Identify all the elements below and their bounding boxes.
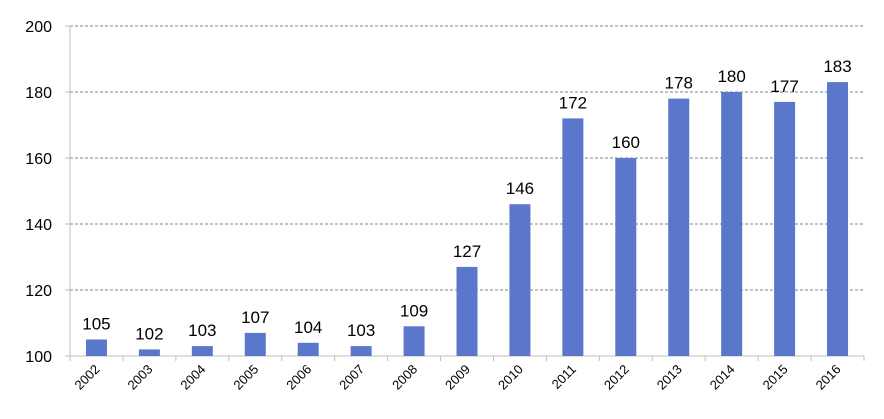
bar-2002 bbox=[85, 339, 107, 356]
data-label-2004: 103 bbox=[188, 321, 216, 340]
x-tick-label-2010: 2010 bbox=[495, 362, 526, 393]
data-label-2012: 160 bbox=[612, 133, 640, 152]
x-tick-label-2011: 2011 bbox=[549, 362, 579, 392]
data-label-2002: 105 bbox=[82, 315, 110, 334]
y-tick-label: 160 bbox=[25, 151, 52, 168]
bars bbox=[85, 82, 849, 357]
bar-2009 bbox=[456, 266, 478, 356]
x-tick-label-2004: 2004 bbox=[177, 362, 208, 393]
data-label-2008: 109 bbox=[400, 301, 428, 320]
x-tick-label-2015: 2015 bbox=[760, 362, 791, 393]
bar-2007 bbox=[350, 346, 372, 356]
data-label-2013: 178 bbox=[665, 74, 693, 93]
data-label-2007: 103 bbox=[347, 321, 375, 340]
bar-2004 bbox=[191, 346, 213, 356]
data-label-2014: 180 bbox=[717, 67, 745, 86]
x-axis-tick-labels: 2002 2003 2004 2005 2006 2007 2008 2009 2010 2011… bbox=[72, 362, 844, 393]
data-label-2006: 104 bbox=[294, 318, 322, 337]
bar-2006 bbox=[297, 342, 319, 356]
bar-2013 bbox=[668, 98, 690, 356]
data-label-2011: 172 bbox=[559, 93, 587, 112]
x-tick-label-2002: 2002 bbox=[72, 362, 103, 393]
x-tick-label-2009: 2009 bbox=[442, 362, 473, 393]
bar-2012 bbox=[615, 158, 637, 356]
y-tick-label: 140 bbox=[25, 217, 52, 234]
bar-2015 bbox=[774, 101, 796, 357]
y-tick-label: 200 bbox=[25, 19, 52, 36]
data-labels: 105 102 103 107 104 103 109 127 146 172 160 178 180 1… bbox=[82, 57, 851, 343]
x-tick-label-2016: 2016 bbox=[813, 362, 844, 393]
data-label-2005: 107 bbox=[241, 308, 269, 327]
x-tick-label-2005: 2005 bbox=[230, 362, 261, 393]
x-tick-label-2006: 2006 bbox=[283, 362, 314, 393]
bar-2010 bbox=[509, 204, 531, 356]
x-tick-label-2012: 2012 bbox=[601, 362, 632, 393]
bar-2005 bbox=[244, 332, 266, 356]
x-tick-label-2007: 2007 bbox=[336, 362, 367, 393]
bar-2014 bbox=[721, 92, 743, 356]
y-tick-label: 120 bbox=[25, 283, 52, 300]
data-label-2015: 177 bbox=[770, 77, 798, 96]
data-label-2003: 102 bbox=[135, 324, 163, 343]
y-tick-label: 180 bbox=[25, 85, 52, 102]
bar-2008 bbox=[403, 326, 425, 356]
data-label-2009: 127 bbox=[453, 242, 481, 261]
x-tick-label-2008: 2008 bbox=[389, 362, 420, 393]
bar-2003 bbox=[138, 349, 160, 356]
y-tick-label: 100 bbox=[25, 349, 52, 366]
x-tick-label-2014: 2014 bbox=[707, 362, 738, 393]
x-tick-label-2013: 2013 bbox=[654, 362, 685, 393]
bar-2016 bbox=[827, 82, 849, 356]
data-label-2016: 183 bbox=[823, 57, 851, 76]
bar-2011 bbox=[562, 118, 584, 357]
y-axis-tick-labels: 100 120 140 160 180 200 bbox=[25, 19, 52, 366]
x-tick-label-2003: 2003 bbox=[124, 362, 155, 393]
data-label-2010: 146 bbox=[506, 179, 534, 198]
